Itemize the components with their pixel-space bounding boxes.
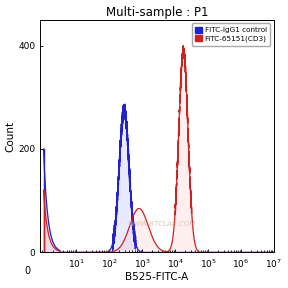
X-axis label: B525-FITC-A: B525-FITC-A (126, 272, 189, 283)
Text: 0: 0 (24, 266, 31, 276)
Legend: FITC-IgG1 control, FITC-65151(CD3): FITC-IgG1 control, FITC-65151(CD3) (192, 23, 270, 46)
Text: WWW.BTCLAB.COM: WWW.BTCLAB.COM (128, 221, 196, 228)
Y-axis label: Count: Count (5, 120, 16, 151)
Title: Multi-sample : P1: Multi-sample : P1 (106, 5, 209, 18)
